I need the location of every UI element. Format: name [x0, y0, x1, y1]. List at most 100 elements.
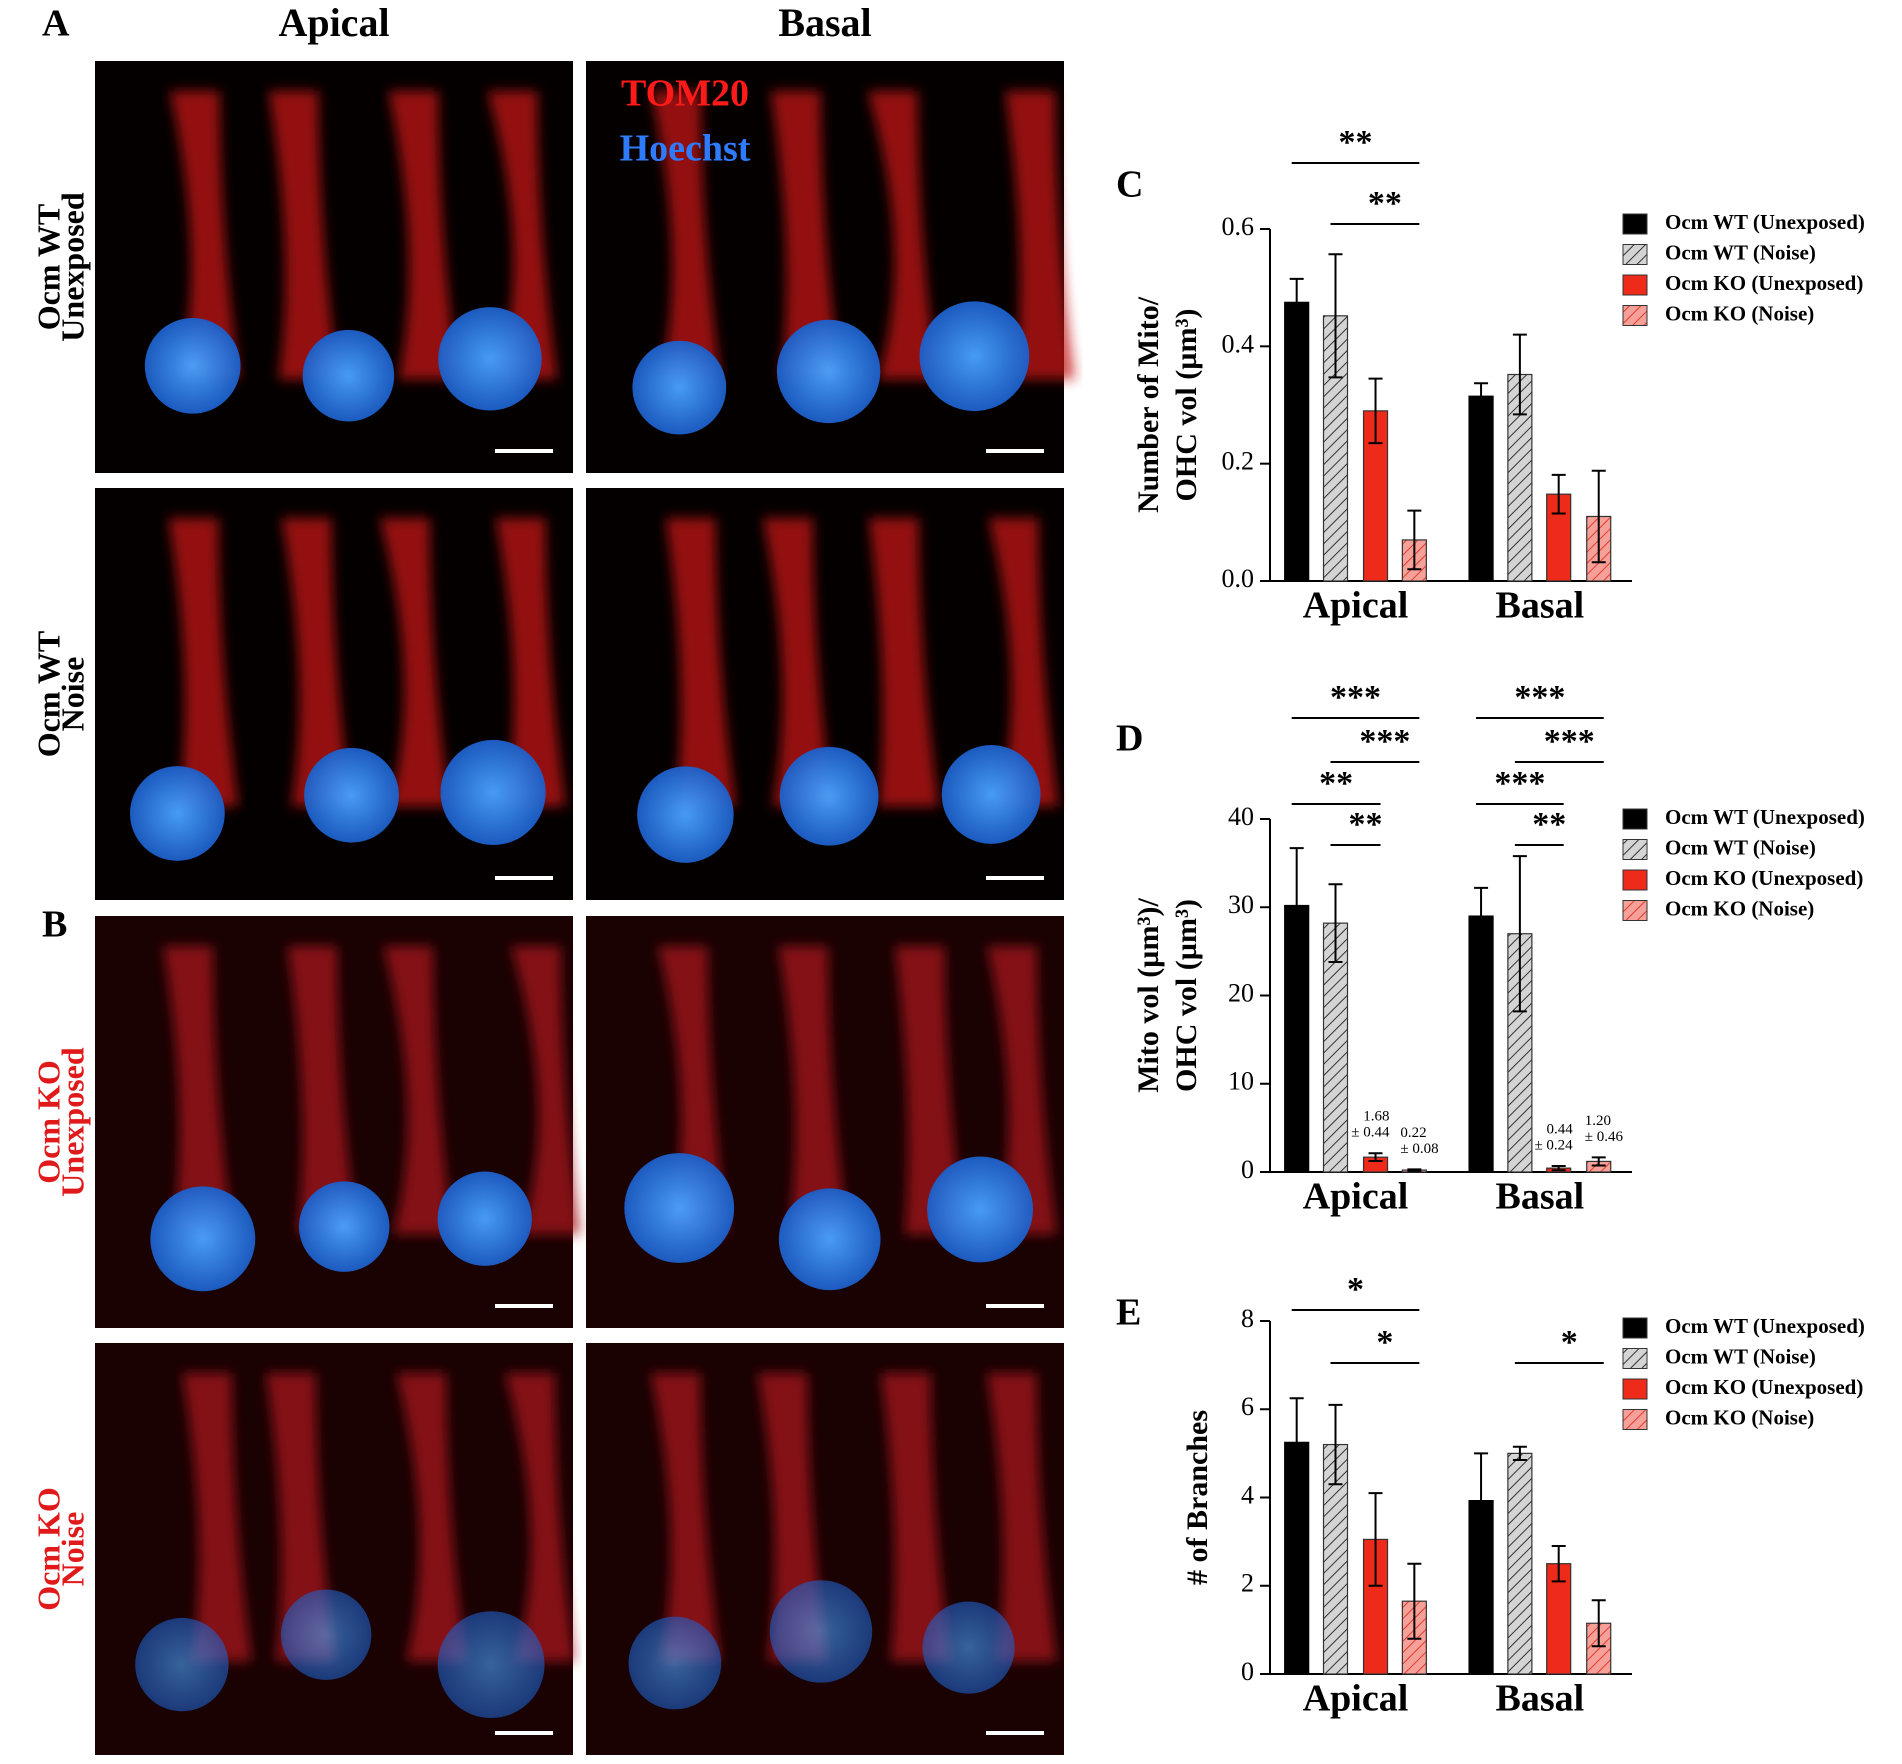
error-bar [1591, 469, 1606, 564]
x-tick-label: Apical [1303, 585, 1409, 627]
panel-label: A [42, 3, 70, 45]
bar [1468, 395, 1494, 582]
significance-label: ** [1339, 124, 1373, 161]
legend-label: Ocm WT (Noise) [1665, 1344, 1816, 1368]
y-tick-label: 30 [1228, 890, 1254, 919]
legend-label: Ocm KO (Unexposed) [1665, 866, 1863, 890]
nucleus [144, 317, 241, 414]
nucleus [776, 319, 881, 424]
y-tick-label: 0.2 [1222, 447, 1255, 476]
cell-stain [181, 1373, 252, 1662]
panel-label: C [1116, 164, 1143, 206]
y-axis-label: # of Branches [1181, 1410, 1214, 1585]
cell-stain [379, 518, 450, 807]
bar [1322, 922, 1349, 1173]
cell-stain [868, 518, 939, 807]
legend-swatch [1622, 808, 1648, 830]
error-bar [1328, 1403, 1343, 1486]
cell-stain [388, 91, 459, 380]
value-label: 1.20 [1585, 1113, 1611, 1129]
legend-swatch [1622, 1378, 1648, 1400]
cell-stain [287, 946, 358, 1235]
error-bar [1289, 277, 1304, 327]
significance-label: ** [1368, 185, 1402, 222]
error-label: ± 0.24 [1534, 1137, 1573, 1153]
legend-label: Ocm KO (Noise) [1665, 1405, 1814, 1429]
error-bar [1368, 377, 1383, 445]
panel-label: E [1116, 1292, 1141, 1334]
error-label: ± 0.46 [1585, 1129, 1624, 1145]
row-label: Ocm KO [30, 1487, 66, 1611]
image-panel [586, 488, 1064, 900]
cell-stain [762, 518, 833, 807]
y-tick-label: 8 [1241, 1304, 1254, 1333]
cell-stain [510, 946, 581, 1235]
panel-label: D [1116, 718, 1143, 760]
microscopy-panels [95, 61, 1076, 1755]
legend-label: Ocm KO (Unexposed) [1665, 271, 1863, 295]
row-label: Noise [54, 657, 90, 732]
y-tick-label: 4 [1241, 1480, 1254, 1509]
stain-label: Hoechst [620, 128, 751, 170]
nucleus [135, 1617, 229, 1712]
cell-stain [396, 1373, 467, 1662]
nucleus [927, 1156, 1034, 1263]
error-bar [1368, 1152, 1383, 1163]
significance-label: * [1561, 1324, 1578, 1361]
image-panel [95, 1343, 575, 1755]
significance-label: * [1347, 1271, 1364, 1308]
x-tick-label: Basal [1496, 1176, 1585, 1218]
y-tick-label: 0 [1241, 1155, 1254, 1184]
row-label: Ocm KO [30, 1060, 66, 1184]
legend-swatch [1622, 1317, 1648, 1339]
cell-stain [650, 91, 721, 380]
error-bar [1368, 1492, 1383, 1587]
stain-label: TOM20 [621, 73, 749, 115]
cell-stain [770, 91, 841, 380]
cell-stain [281, 518, 352, 807]
error-bar [1328, 883, 1343, 963]
x-tick-label: Basal [1496, 585, 1585, 627]
y-tick-label: 0.0 [1222, 564, 1255, 593]
significance-label: * [1376, 1324, 1393, 1361]
legend-label: Ocm KO (Unexposed) [1665, 1375, 1863, 1399]
significance-label: *** [1359, 723, 1410, 760]
legend-swatch [1622, 244, 1648, 265]
nucleus [628, 1616, 722, 1710]
error-bar [1328, 253, 1343, 379]
row-label: Unexposed [54, 1047, 90, 1197]
y-axis-label: OHC vol (µm³) [1170, 309, 1203, 502]
cell-stain [778, 946, 849, 1235]
bar [1468, 915, 1494, 1173]
nucleus [778, 1188, 881, 1291]
nucleus [304, 747, 399, 843]
nucleus [769, 1580, 873, 1683]
nucleus [302, 329, 395, 422]
bar [1284, 904, 1310, 1173]
cell-stain [487, 91, 558, 380]
legend-swatch [1622, 213, 1648, 235]
value-label: 1.68 [1363, 1109, 1389, 1125]
cell-stain [495, 518, 566, 807]
legend-label: Ocm KO (Noise) [1665, 896, 1814, 920]
legend-swatch [1622, 1409, 1648, 1430]
legend-swatch [1622, 305, 1648, 326]
cell-stain [168, 518, 239, 807]
error-bar [1474, 382, 1489, 411]
cell-stain [268, 91, 339, 380]
error-bar [1407, 1562, 1422, 1640]
legend-label: Ocm WT (Noise) [1665, 240, 1816, 264]
legend-swatch [1622, 274, 1648, 296]
error-label: ± 0.08 [1400, 1141, 1438, 1157]
y-tick-label: 40 [1228, 802, 1254, 831]
cell-stain [986, 1373, 1057, 1662]
error-bar [1512, 333, 1527, 416]
significance-label: *** [1544, 723, 1595, 760]
legend-label: Ocm KO (Noise) [1665, 301, 1814, 325]
nucleus [437, 1611, 545, 1719]
cell-stain [1005, 91, 1076, 380]
column-header: Basal [778, 0, 871, 45]
error-bar [1551, 1545, 1566, 1583]
value-label: 0.44 [1546, 1121, 1573, 1137]
cell-stain [880, 1373, 951, 1662]
